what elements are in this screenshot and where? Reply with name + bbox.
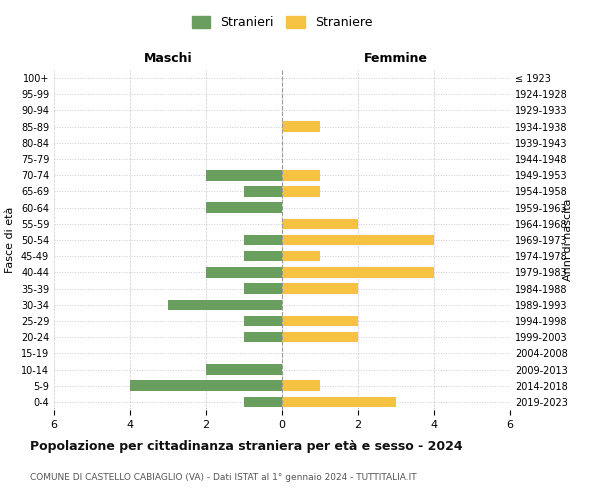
Text: COMUNE DI CASTELLO CABIAGLIO (VA) - Dati ISTAT al 1° gennaio 2024 - TUTTITALIA.I: COMUNE DI CASTELLO CABIAGLIO (VA) - Dati… xyxy=(30,473,416,482)
Bar xyxy=(244,251,282,262)
Bar xyxy=(282,186,320,196)
Bar xyxy=(282,234,434,246)
Bar xyxy=(282,267,434,278)
Bar xyxy=(206,364,282,375)
Bar xyxy=(282,170,320,180)
Bar xyxy=(206,170,282,180)
Bar xyxy=(130,380,282,391)
Bar xyxy=(282,380,320,391)
Bar xyxy=(206,267,282,278)
Bar xyxy=(244,284,282,294)
Bar xyxy=(244,234,282,246)
Bar xyxy=(282,316,358,326)
Bar xyxy=(282,396,396,407)
Legend: Stranieri, Straniere: Stranieri, Straniere xyxy=(187,11,377,34)
Bar xyxy=(282,218,358,229)
Text: Popolazione per cittadinanza straniera per età e sesso - 2024: Popolazione per cittadinanza straniera p… xyxy=(30,440,463,453)
Bar xyxy=(282,122,320,132)
Bar xyxy=(282,251,320,262)
Bar xyxy=(244,186,282,196)
Y-axis label: Anni di nascita: Anni di nascita xyxy=(563,198,573,281)
Y-axis label: Fasce di età: Fasce di età xyxy=(5,207,15,273)
Bar xyxy=(244,332,282,342)
Bar xyxy=(206,202,282,213)
Bar xyxy=(282,284,358,294)
Bar xyxy=(282,332,358,342)
Bar xyxy=(244,396,282,407)
Bar xyxy=(244,316,282,326)
Bar xyxy=(168,300,282,310)
